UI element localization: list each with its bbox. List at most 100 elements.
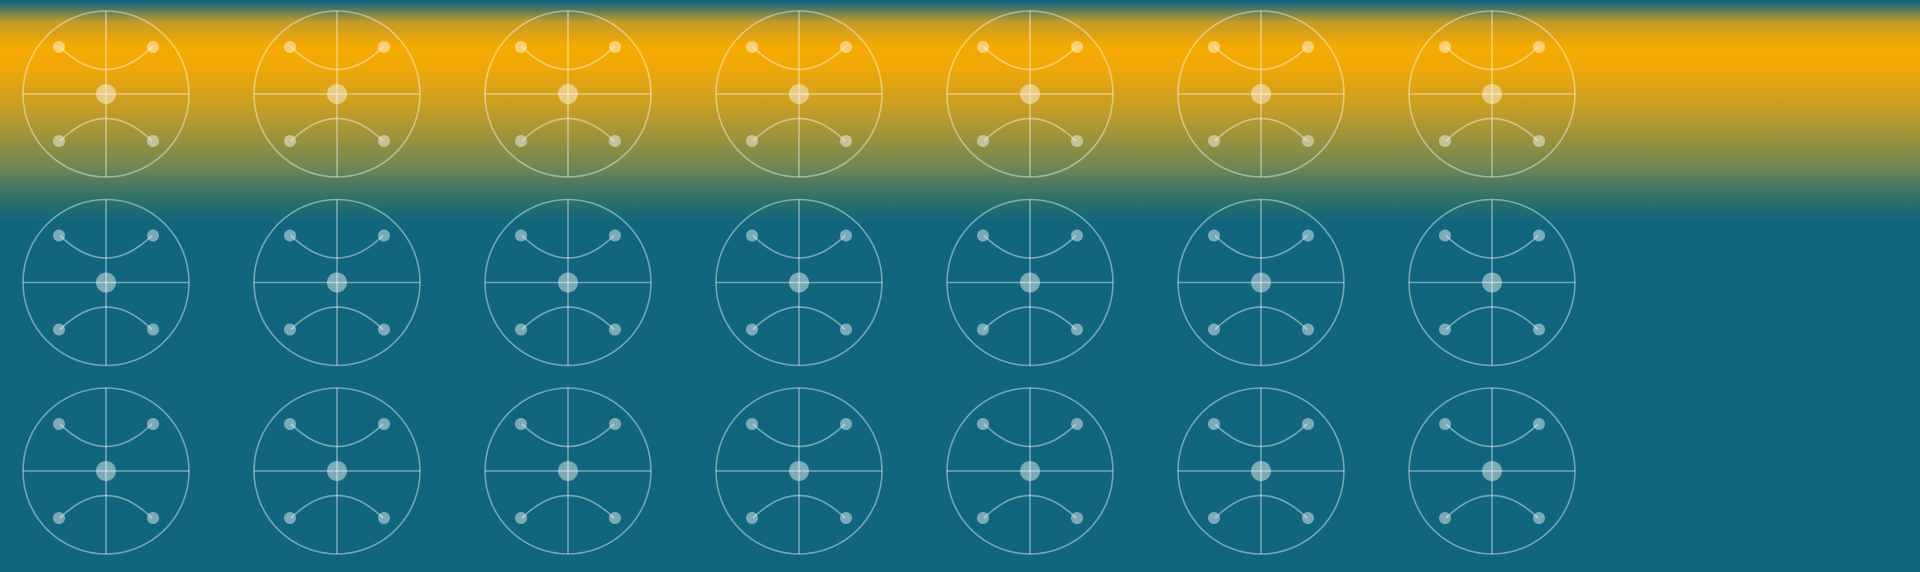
- motif-corner-dot: [147, 323, 159, 336]
- motif-corner-dot: [378, 41, 390, 53]
- motif-corner-dot: [515, 323, 527, 336]
- motif-upper-arc: [290, 423, 384, 448]
- motif-corner-dot: [1208, 323, 1220, 336]
- motif-lower-arc: [983, 306, 1077, 331]
- motif-corner-dot: [1439, 512, 1451, 524]
- court-circle-icon: [946, 387, 1114, 555]
- motif-corner-dot: [1071, 229, 1083, 242]
- motif-corner-dot: [515, 512, 527, 524]
- motif-center-dot: [1020, 461, 1040, 481]
- motif-lower-arc: [521, 494, 615, 519]
- motif-corner-dot: [378, 418, 390, 430]
- motif-corner-dot: [609, 418, 621, 430]
- motif-corner-dot: [977, 323, 989, 336]
- motif-upper-arc: [59, 423, 153, 448]
- motif-corner-dot: [746, 41, 758, 53]
- motif-corner-dot: [53, 135, 65, 147]
- court-circle-icon: [484, 387, 652, 555]
- motif-corner-dot: [609, 512, 621, 524]
- motif-lower-arc: [290, 306, 384, 331]
- motif-upper-arc: [1214, 46, 1308, 71]
- motif-lower-arc: [752, 117, 846, 142]
- court-circle-icon: [1177, 198, 1345, 367]
- motif-corner-dot: [284, 323, 296, 336]
- motif-corner-dot: [1533, 41, 1545, 53]
- motif-corner-dot: [840, 418, 852, 430]
- motif-center-dot: [327, 272, 347, 293]
- motif-lower-arc: [521, 117, 615, 142]
- motif-corner-dot: [609, 41, 621, 53]
- motif-lower-arc: [1445, 117, 1539, 142]
- motif-corner-dot: [840, 41, 852, 53]
- motif-corner-dot: [840, 323, 852, 336]
- motif-center-dot: [1251, 272, 1271, 293]
- motif-corner-dot: [746, 323, 758, 336]
- motif-corner-dot: [1533, 418, 1545, 430]
- motif-outer-circle: [253, 387, 421, 555]
- motif-corner-dot: [977, 41, 989, 53]
- motif-corner-dot: [1208, 135, 1220, 147]
- court-circle-icon: [946, 198, 1114, 367]
- motif-corner-dot: [1071, 135, 1083, 147]
- motif-corner-dot: [609, 135, 621, 147]
- court-circle-icon: [1177, 387, 1345, 555]
- court-circle-icon: [253, 198, 421, 367]
- motif-corner-dot: [1302, 323, 1314, 336]
- court-circle-icon: [1408, 10, 1576, 178]
- motif-corner-dot: [1302, 418, 1314, 430]
- motif-corner-dot: [53, 323, 65, 336]
- motif-corner-dot: [284, 512, 296, 524]
- motif-center-dot: [789, 272, 809, 293]
- motif-outer-circle: [715, 387, 883, 555]
- motif-corner-dot: [1071, 323, 1083, 336]
- court-circle-icon: [715, 10, 883, 178]
- motif-corner-dot: [1071, 418, 1083, 430]
- motif-corner-dot: [284, 135, 296, 147]
- motif-upper-arc: [1445, 234, 1539, 259]
- motif-corner-dot: [1439, 135, 1451, 147]
- motif-center-dot: [96, 461, 116, 481]
- motif-corner-dot: [1302, 512, 1314, 524]
- motif-corner-dot: [1302, 229, 1314, 242]
- motif-corner-dot: [977, 418, 989, 430]
- motif-outer-circle: [484, 10, 652, 178]
- motif-corner-dot: [746, 418, 758, 430]
- motif-center-dot: [1020, 272, 1040, 293]
- motif-upper-arc: [290, 234, 384, 259]
- motif-corner-dot: [1071, 41, 1083, 53]
- motif-corner-dot: [1439, 323, 1451, 336]
- motif-upper-arc: [983, 234, 1077, 259]
- motif-upper-arc: [983, 46, 1077, 71]
- motif-lower-arc: [752, 306, 846, 331]
- motif-corner-dot: [1302, 41, 1314, 53]
- motif-corner-dot: [746, 135, 758, 147]
- motif-outer-circle: [1177, 198, 1345, 367]
- motif-center-dot: [1251, 84, 1271, 104]
- court-circle-icon: [22, 10, 190, 178]
- motif-upper-arc: [521, 46, 615, 71]
- court-circle-icon: [253, 10, 421, 178]
- motif-corner-dot: [1208, 41, 1220, 53]
- motif-upper-arc: [59, 46, 153, 71]
- motif-corner-dot: [1533, 323, 1545, 336]
- motif-outer-circle: [946, 10, 1114, 178]
- motif-center-dot: [1482, 84, 1502, 104]
- court-circle-icon: [715, 387, 883, 555]
- motif-corner-dot: [147, 418, 159, 430]
- court-circle-icon: [1408, 198, 1576, 367]
- motif-corner-dot: [746, 512, 758, 524]
- motif-upper-arc: [1445, 46, 1539, 71]
- motif-corner-dot: [1533, 135, 1545, 147]
- motif-corner-dot: [378, 512, 390, 524]
- motif-lower-arc: [290, 494, 384, 519]
- motif-lower-arc: [1214, 306, 1308, 331]
- motif-center-dot: [789, 461, 809, 481]
- motif-corner-dot: [284, 229, 296, 242]
- motif-outer-circle: [946, 387, 1114, 555]
- motif-lower-arc: [59, 494, 153, 519]
- motif-upper-arc: [752, 234, 846, 259]
- court-circle-icon: [946, 10, 1114, 178]
- motif-corner-dot: [1439, 41, 1451, 53]
- motif-lower-arc: [1445, 306, 1539, 331]
